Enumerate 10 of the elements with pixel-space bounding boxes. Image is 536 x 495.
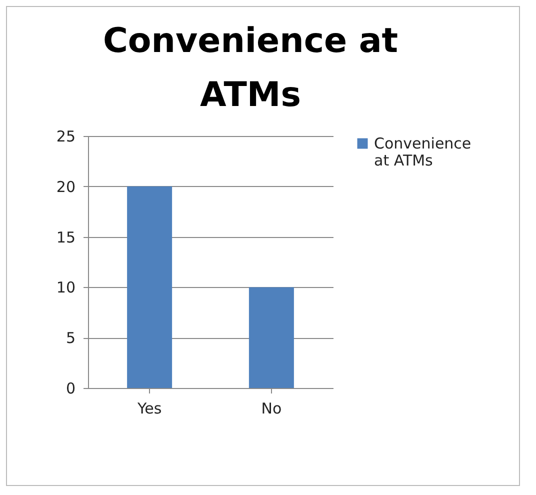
y-tick-label: 25 — [56, 128, 76, 146]
x-tick-label: Yes — [136, 400, 162, 418]
y-tick-label: 20 — [56, 178, 76, 196]
chart-title: Convenience at ATMs — [102, 21, 398, 115]
y-tick-label: 10 — [56, 278, 76, 297]
legend-label: Convenience at ATMs — [374, 134, 472, 170]
y-tick-label: 15 — [56, 228, 76, 246]
y-tick-label: 5 — [66, 329, 76, 348]
y-tick-label: 0 — [66, 380, 76, 398]
x-tick-label: No — [261, 400, 282, 418]
